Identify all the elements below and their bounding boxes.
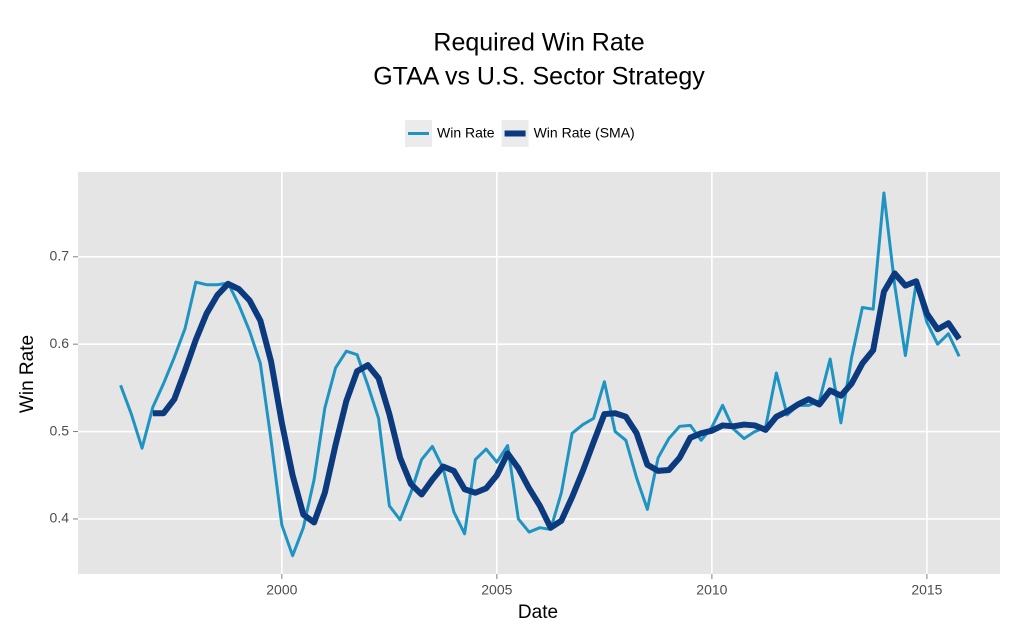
y-tick-label: 0.4 — [50, 510, 70, 526]
x-tick-label: 2000 — [266, 582, 297, 598]
plot-panel — [78, 172, 1000, 574]
y-tick-label: 0.7 — [50, 247, 70, 263]
chart-title: Required Win Rate — [433, 29, 644, 57]
x-tick-label: 2015 — [911, 582, 942, 598]
chart-subtitle: GTAA vs U.S. Sector Strategy — [373, 63, 705, 91]
y-axis-title: Win Rate — [17, 335, 38, 413]
legend-label: Win Rate — [437, 125, 495, 141]
x-tick-label: 2010 — [696, 582, 727, 598]
x-axis-title: Date — [518, 602, 558, 623]
series-line — [152, 270, 962, 531]
y-tick-label: 0.6 — [50, 335, 70, 351]
x-tick-label: 2005 — [481, 582, 512, 598]
legend-label: Win Rate (SMA) — [534, 125, 635, 141]
y-tick-label: 0.5 — [50, 422, 70, 438]
